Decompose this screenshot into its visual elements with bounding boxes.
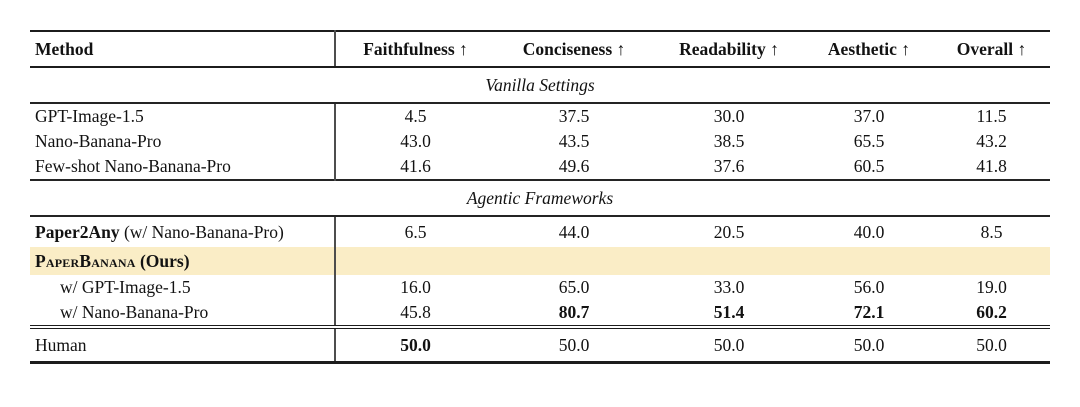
value-cell-faithfulness: 43.0: [400, 131, 431, 151]
section-title-agentic-frameworks: Agentic Frameworks: [30, 179, 1050, 217]
table-row-paperbanana-ours-highlighted: PaperBanana (Ours): [30, 247, 1050, 275]
method-cell: Nano-Banana-Pro: [30, 129, 336, 154]
paper-table-region: Method Faithfulness ↑ Conciseness ↑ Read…: [30, 30, 1050, 364]
value-cell-conciseness: 44.0: [558, 221, 590, 242]
value-cell-aesthetic: 65.5: [853, 131, 885, 151]
value-cell-aesthetic: 60.5: [853, 156, 885, 176]
value-cell-aesthetic: 37.0: [853, 106, 885, 126]
section-title-vanilla-settings: Vanilla Settings: [30, 66, 1050, 104]
value-cell-overall: 41.8: [976, 156, 1007, 176]
value-cell-aesthetic-best: 72.1: [853, 301, 885, 322]
table-row-paper2any: Paper2Any (w/ Nano-Banana-Pro) 6.5 44.0 …: [30, 216, 1050, 247]
value-cell-readability: [653, 247, 805, 275]
method-cell: w/ GPT-Image-1.5: [30, 275, 336, 299]
value-cell-readability: 30.0: [713, 106, 745, 126]
method-cell: GPT-Image-1.5: [30, 103, 336, 129]
column-header-readability: Readability ↑: [653, 31, 805, 68]
value-cell-faithfulness: 6.5: [404, 221, 427, 242]
table-row-gpt-image-1-5: GPT-Image-1.5 4.5 37.5 30.0 37.0 11.5: [30, 103, 1050, 129]
value-cell-overall: 19.0: [976, 276, 1007, 297]
value-cell-readability: 37.6: [713, 156, 745, 176]
column-header-method: Method: [30, 31, 336, 68]
value-cell-overall: 11.5: [976, 106, 1007, 126]
method-name-bold: Paper2Any: [35, 221, 120, 242]
value-cell-conciseness: 49.6: [558, 156, 590, 176]
value-cell-aesthetic: 56.0: [853, 276, 885, 297]
value-cell-faithfulness: 45.8: [400, 301, 431, 322]
method-cell: Human: [30, 325, 336, 364]
value-cell-overall: [933, 247, 1050, 275]
value-cell-faithfulness: 41.6: [400, 156, 431, 176]
value-cell-readability: 33.0: [713, 276, 745, 297]
value-cell-aesthetic: 50.0: [805, 325, 933, 364]
value-cell-conciseness: 43.5: [558, 131, 590, 151]
value-cell-conciseness: 50.0: [495, 325, 653, 364]
column-header-conciseness: Conciseness ↑: [495, 31, 653, 68]
results-table: Method Faithfulness ↑ Conciseness ↑ Read…: [30, 30, 1050, 364]
method-suffix: (w/ Nano-Banana-Pro): [119, 221, 284, 242]
column-header-aesthetic: Aesthetic ↑: [805, 31, 933, 68]
value-cell-faithfulness-best: 50.0: [335, 325, 495, 364]
table-row-few-shot-nano-banana-pro: Few-shot Nano-Banana-Pro 41.6 49.6 37.6 …: [30, 154, 1050, 180]
value-cell-readability: 38.5: [713, 131, 745, 151]
table-row-ours-w-gpt-image-1-5: w/ GPT-Image-1.5 16.0 65.0 33.0 56.0 19.…: [30, 275, 1050, 299]
value-cell-overall: 8.5: [980, 221, 1003, 242]
value-cell-faithfulness: 4.5: [404, 106, 427, 126]
value-cell-conciseness-best: 80.7: [558, 301, 590, 322]
value-cell-aesthetic: [805, 247, 933, 275]
method-cell: PaperBanana (Ours): [30, 247, 336, 275]
method-cell: Paper2Any (w/ Nano-Banana-Pro): [30, 216, 336, 247]
value-cell-readability: 20.5: [713, 221, 745, 242]
column-header-faithfulness: Faithfulness ↑: [335, 31, 495, 68]
value-cell-readability: 50.0: [653, 325, 805, 364]
method-cell: Few-shot Nano-Banana-Pro: [30, 154, 336, 180]
value-cell-overall: 50.0: [933, 325, 1050, 364]
value-cell-conciseness: [495, 247, 653, 275]
value-cell-aesthetic: 40.0: [853, 221, 885, 242]
value-cell-overall-best: 60.2: [976, 301, 1007, 322]
value-cell-conciseness: 37.5: [558, 106, 590, 126]
value-cell-faithfulness: 16.0: [400, 276, 431, 297]
table-row-nano-banana-pro: Nano-Banana-Pro 43.0 43.5 38.5 65.5 43.2: [30, 129, 1050, 154]
value-cell-overall: 43.2: [976, 131, 1007, 151]
table-row-ours-w-nano-banana-pro: w/ Nano-Banana-Pro 45.8 80.7 51.4 72.1 6…: [30, 299, 1050, 327]
section-title-text: Vanilla Settings: [30, 66, 1050, 104]
column-header-overall: Overall ↑: [933, 31, 1050, 68]
method-cell: w/ Nano-Banana-Pro: [30, 299, 336, 327]
method-suffix: (Ours): [135, 250, 190, 271]
value-cell-conciseness: 65.0: [558, 276, 590, 297]
value-cell-readability-best: 51.4: [713, 301, 745, 322]
table-row-human: Human 50.0 50.0 50.0 50.0 50.0: [30, 325, 1050, 364]
section-title-text: Agentic Frameworks: [30, 179, 1050, 217]
value-cell-faithfulness: [335, 247, 495, 275]
method-name-smallcaps: PaperBanana: [35, 250, 136, 271]
header-row: Method Faithfulness ↑ Conciseness ↑ Read…: [30, 31, 1050, 68]
